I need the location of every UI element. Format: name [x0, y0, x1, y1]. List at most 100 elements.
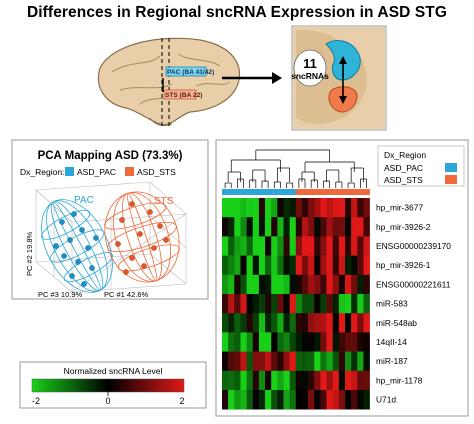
heatmap-cell: [363, 370, 370, 391]
heatmap-cell: [289, 313, 297, 333]
heatmap-cell: [240, 332, 247, 352]
heatmap-cell: [326, 274, 333, 295]
heatmap-cell: [345, 198, 352, 218]
heatmap-cell: [308, 294, 315, 314]
heatmap-cell: [332, 255, 340, 276]
heatmap-cell: [258, 255, 266, 276]
heatmap-row-label: hp_mir-3677: [376, 203, 423, 213]
heatmap-cell: [314, 351, 321, 372]
dx-bar-cell: [265, 189, 272, 195]
heatmap-cell: [234, 294, 241, 314]
heatmap-cell: [271, 217, 278, 237]
heatmap-cell: [338, 370, 346, 391]
heatmap-cell: [301, 274, 309, 295]
heatmap-cell: [351, 370, 358, 391]
pca-legend-title: Dx_Region:: [20, 167, 64, 177]
heatmap-cell: [314, 294, 321, 314]
heatmap-cell: [252, 217, 260, 237]
dx-bar-cell: [228, 189, 235, 195]
heatmap-cell: [320, 236, 327, 256]
heatmap-cell: [326, 294, 333, 314]
sts-cluster: [104, 191, 180, 283]
heatmap-cell: [363, 274, 370, 295]
heatmap-cell: [228, 274, 235, 295]
heatmap-cell: [283, 294, 290, 314]
heatmap-cell: [301, 294, 309, 314]
heatmap-cell: [363, 255, 370, 276]
heatmap-cell: [271, 255, 278, 276]
heatmap-cell: [277, 255, 284, 276]
heatmap-cell: [234, 274, 241, 295]
heatmap-cell: [295, 217, 303, 237]
heatmap-cell: [363, 390, 370, 410]
heatmap-cell: [345, 236, 352, 256]
heatmap-cell: [234, 217, 241, 237]
heatmap-cell: [351, 274, 358, 295]
dx-bar-cell: [363, 189, 370, 195]
heatmap-cell: [246, 313, 254, 333]
heatmap-cell: [295, 255, 303, 276]
heatmap-cell: [338, 294, 346, 314]
heatmap-cell: [314, 255, 321, 276]
heatmap-legend-swatch-pac: [445, 163, 457, 172]
heatmap-cell: [283, 390, 290, 410]
heatmap-cell: [338, 274, 346, 295]
heatmap-cell: [345, 217, 352, 237]
heatmap-cell: [363, 332, 370, 352]
heatmap-cell: [246, 294, 254, 314]
heatmap-cell: [351, 255, 358, 276]
heatmap-cell: [320, 390, 327, 410]
pca-points-sts: [115, 201, 169, 275]
pca-legend-sts: ASD_STS: [137, 167, 176, 177]
heatmap-cell: [363, 236, 370, 256]
heatmap-cell: [277, 332, 284, 352]
heatmap-cell: [308, 390, 315, 410]
heatmap-cell: [357, 236, 364, 256]
dx-bar-cell: [271, 189, 278, 195]
heatmap-cell: [363, 351, 370, 372]
dx-bar-cell: [234, 189, 241, 195]
heatmap-cell: [246, 217, 254, 237]
figure-title: Differences in Regional sncRNA Expressio…: [26, 4, 448, 21]
column-dendrogram: [224, 149, 367, 188]
heatmap-cell: [351, 217, 358, 237]
heatmap-cell: [326, 217, 333, 237]
heatmap-cell: [258, 217, 266, 237]
heatmap-cell: [301, 236, 309, 256]
dx-bar-cell: [351, 189, 358, 195]
pca-panel: PCA Mapping ASD (73.3%) Dx_Region: ASD_P…: [11, 139, 209, 300]
pca-legend-swatch-sts: [125, 167, 134, 176]
heatmap-cell: [265, 390, 272, 410]
heatmap-cell: [228, 390, 235, 410]
heatmap-cell: [222, 332, 229, 352]
heatmap-cell: [301, 198, 309, 218]
heatmap-cell: [363, 198, 370, 218]
heatmap-cell: [345, 274, 352, 295]
heatmap-row-label: miR-583: [376, 299, 408, 309]
heatmap-cell: [240, 236, 247, 256]
dx-bar-cell: [240, 189, 247, 195]
heatmap-row-labels: hp_mir-3677 hp_mir-3926-2 ENSG00000239170 h…: [376, 203, 451, 405]
heatmap-cell: [258, 198, 266, 218]
dx-bar-cell: [314, 189, 321, 195]
heatmap-cell: [265, 294, 272, 314]
heatmap-cell: [289, 236, 297, 256]
heatmap-cell: [240, 198, 247, 218]
heatmap-cell: [289, 198, 297, 218]
heatmap-cell: [301, 332, 309, 352]
heatmap-cell: [265, 351, 272, 372]
heatmap-cell: [228, 236, 235, 256]
heatmap-cell: [363, 294, 370, 314]
heatmap-cell: [228, 370, 235, 391]
colorscale-tick-max: 2: [179, 396, 184, 406]
heatmap-cell: [271, 351, 278, 372]
pca-legend-pac: ASD_PAC: [77, 167, 116, 177]
cluster-label-sts: STS: [154, 196, 174, 207]
heatmap-cell: [222, 294, 229, 314]
heatmap-cell: [326, 390, 333, 410]
heatmap-cell: [222, 274, 229, 295]
heatmap-cell: [332, 370, 340, 391]
pca-points-pac: [53, 211, 99, 287]
heatmap-cell: [283, 198, 290, 218]
